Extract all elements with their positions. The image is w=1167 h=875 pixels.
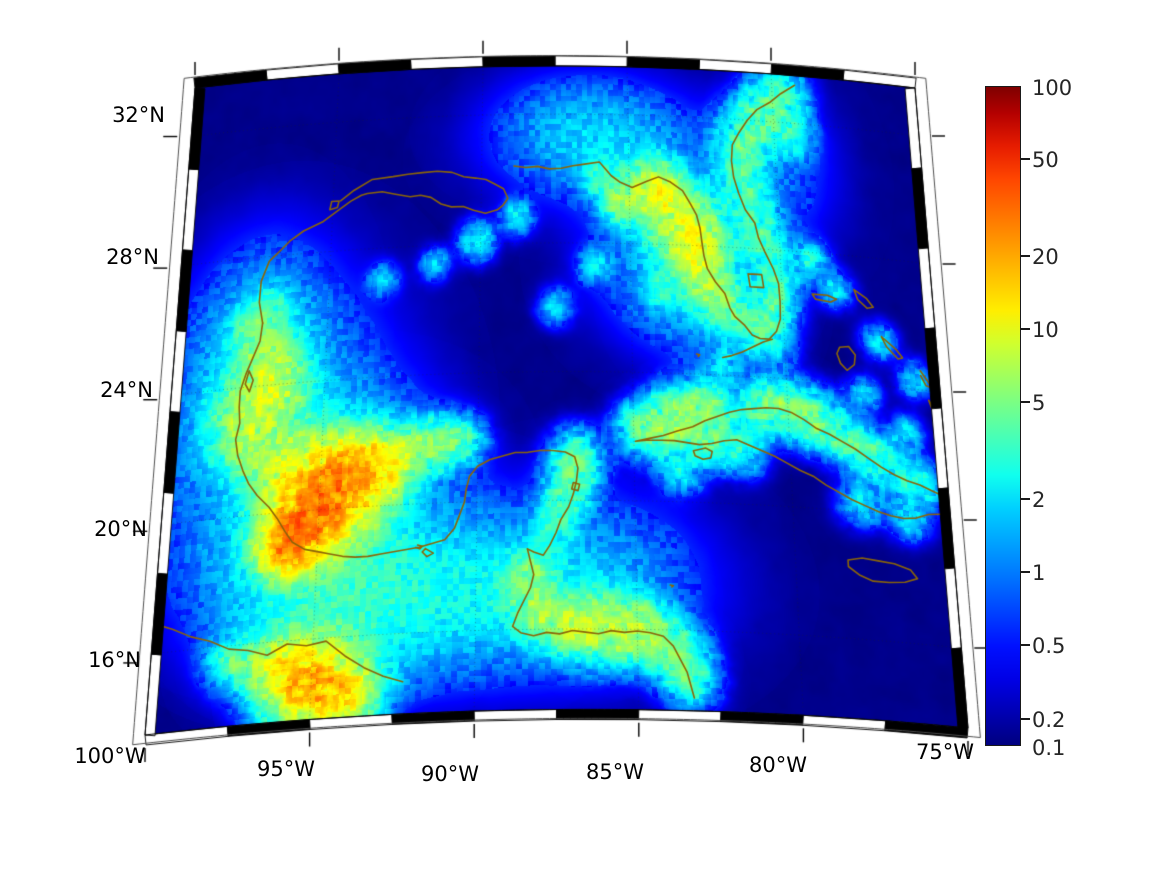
colorbar-label-0.2: 0.2: [1032, 708, 1066, 732]
colorbar-label-10: 10: [1032, 318, 1059, 342]
colorbar-label-5: 5: [1032, 391, 1046, 415]
colorbar-label-0.1: 0.1: [1032, 736, 1066, 760]
lat-label-16N: 16°N: [88, 648, 141, 672]
colorbar-tick-0.2: [1021, 718, 1030, 720]
lon-label-100W: 100°W: [74, 744, 146, 768]
colorbar-tick-0.5: [1021, 644, 1030, 646]
lat-label-24N: 24°N: [100, 378, 153, 402]
colorbar-label-0.5: 0.5: [1032, 634, 1066, 658]
colorbar-label-20: 20: [1032, 245, 1059, 269]
colorbar-tick-10: [1021, 328, 1030, 330]
colorbar-gradient: [985, 86, 1021, 746]
colorbar-label-2: 2: [1032, 488, 1046, 512]
lon-label-85W: 85°W: [586, 760, 644, 784]
colorbar-tick-2: [1021, 498, 1030, 500]
lat-label-28N: 28°N: [106, 245, 159, 269]
colorbar-tick-50: [1021, 158, 1030, 160]
colorbar-label-50: 50: [1032, 148, 1059, 172]
lon-label-80W: 80°W: [749, 753, 807, 777]
colorbar-tick-1: [1021, 571, 1030, 573]
colorbar-label-1: 1: [1032, 561, 1046, 585]
colorbar-label-100: 100: [1032, 76, 1073, 100]
lon-label-90W: 90°W: [421, 762, 479, 786]
lat-label-20N: 20°N: [94, 517, 147, 541]
colorbar-tick-5: [1021, 401, 1030, 403]
lon-label-95W: 95°W: [257, 757, 315, 781]
lat-label-32N: 32°N: [112, 103, 165, 127]
colorbar-tick-20: [1021, 255, 1030, 257]
lon-label-75W: 75°W: [916, 740, 974, 764]
